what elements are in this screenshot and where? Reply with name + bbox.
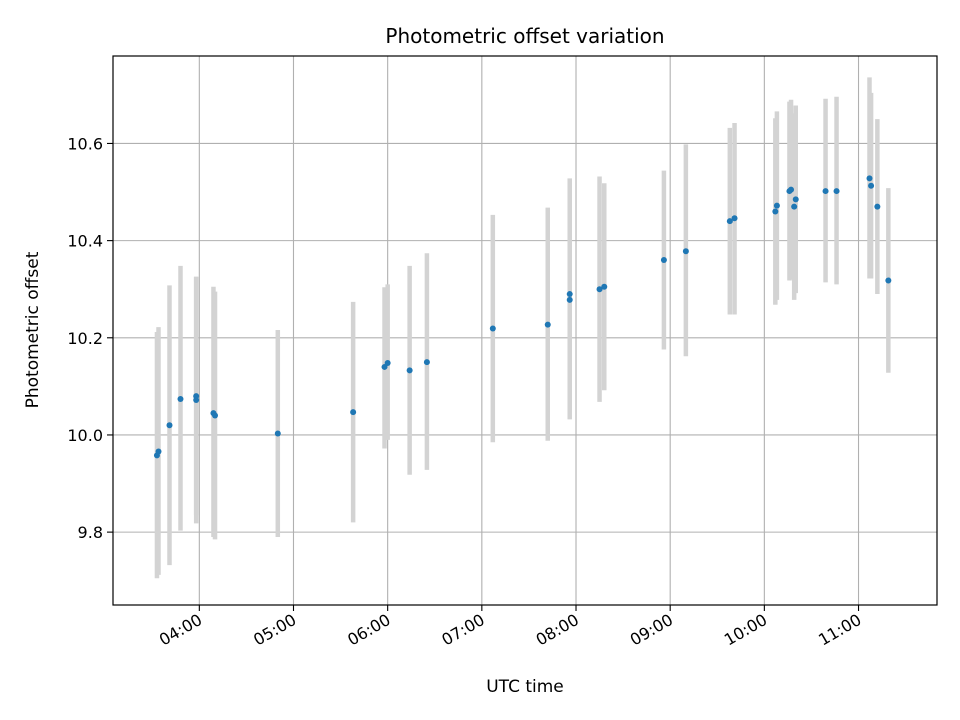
data-point (885, 277, 892, 284)
data-point (866, 175, 873, 182)
data-point (772, 208, 779, 215)
data-point (544, 321, 551, 328)
y-tick-label: 10.6 (67, 134, 103, 153)
data-point (868, 182, 875, 189)
data-point (726, 218, 733, 225)
data-point (193, 393, 200, 400)
data-point (833, 188, 840, 195)
data-point (155, 448, 162, 455)
y-axis-label: Photometric offset (23, 251, 43, 408)
data-point (788, 186, 795, 193)
data-point (177, 396, 184, 403)
data-point (792, 196, 799, 203)
data-point (406, 367, 413, 374)
data-point (384, 360, 391, 367)
grid (113, 56, 937, 605)
data-point (791, 203, 798, 210)
data-point (660, 257, 667, 264)
data-point (596, 286, 603, 293)
chart-title: Photometric offset variation (385, 24, 664, 48)
data-point (822, 188, 829, 195)
data-point (423, 359, 430, 366)
y-tick-label: 10.2 (67, 329, 103, 348)
data-point (773, 202, 780, 209)
y-tick-label: 10.4 (67, 232, 103, 251)
data-point (874, 203, 881, 210)
data-point (489, 325, 496, 332)
y-axis-ticks: 9.8 10.0 10.2 10.4 10.6 (67, 134, 113, 542)
y-tick-label: 9.8 (78, 523, 103, 542)
data-point (212, 412, 219, 419)
data-point (731, 215, 738, 222)
x-axis-label: UTC time (486, 677, 564, 697)
data-point (601, 283, 608, 290)
data-point (682, 248, 689, 255)
data-points (153, 175, 892, 459)
y-tick-label: 10.0 (67, 426, 103, 445)
data-point (566, 296, 573, 303)
data-point (166, 422, 173, 429)
plot-frame (112, 55, 938, 606)
data-point (274, 430, 281, 437)
data-point (350, 409, 357, 416)
data-point (566, 291, 573, 298)
